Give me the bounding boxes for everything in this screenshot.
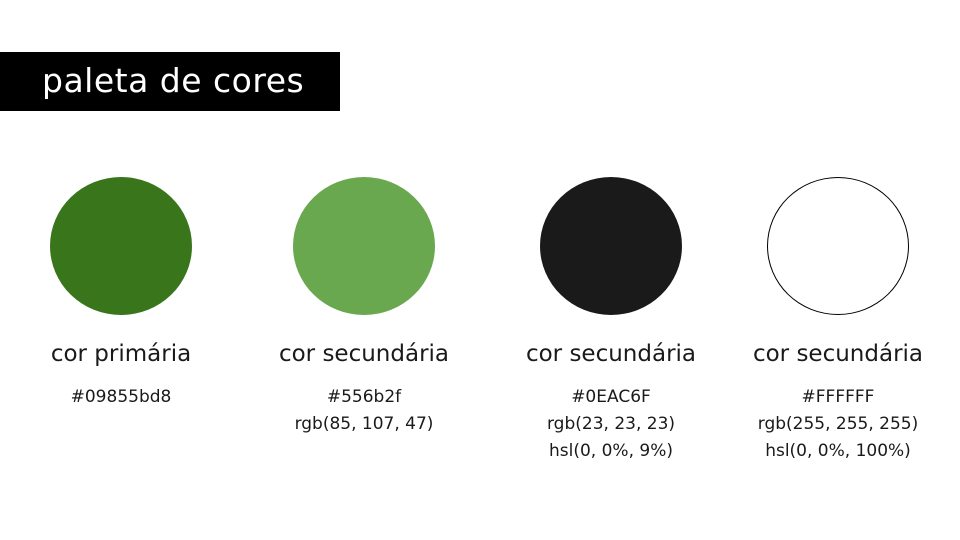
swatch-values: #FFFFFF rgb(255, 255, 255) hsl(0, 0%, 10…: [728, 384, 948, 465]
hex-value: #0EAC6F: [571, 387, 651, 407]
color-circle-secondary-3: [767, 177, 909, 315]
hex-value: #556b2f: [326, 387, 402, 407]
hsl-value: hsl(0, 0%, 9%): [549, 441, 673, 461]
rgb-value: rgb(255, 255, 255): [757, 414, 919, 434]
swatch-values: #556b2f rgb(85, 107, 47): [254, 384, 474, 438]
swatch-label: cor secundária: [278, 341, 450, 367]
swatch-label: cor secundária: [752, 341, 924, 367]
swatch-values: #0EAC6F rgb(23, 23, 23) hsl(0, 0%, 9%): [501, 384, 721, 465]
rgb-value: rgb(85, 107, 47): [294, 414, 434, 434]
swatch-secondary-1: cor secundária #556b2f rgb(85, 107, 47): [254, 177, 474, 438]
rgb-value: rgb(23, 23, 23): [546, 414, 676, 434]
swatch-label: cor secundária: [525, 341, 697, 367]
page-title: paleta de cores: [42, 61, 305, 100]
swatch-label: cor primária: [50, 341, 192, 367]
swatch-primary: cor primária #09855bd8: [11, 177, 231, 411]
hex-value: #FFFFFF: [801, 387, 875, 407]
hsl-value: hsl(0, 0%, 100%): [765, 441, 911, 461]
color-circle-secondary-2: [540, 177, 682, 315]
hex-value: #09855bd8: [70, 387, 172, 407]
color-circle-primary: [50, 177, 192, 315]
swatch-values: #09855bd8: [11, 384, 231, 411]
swatch-secondary-3: cor secundária #FFFFFF rgb(255, 255, 255…: [728, 177, 948, 465]
title-banner: paleta de cores: [0, 52, 340, 111]
swatch-secondary-2: cor secundária #0EAC6F rgb(23, 23, 23) h…: [501, 177, 721, 465]
color-circle-secondary-1: [293, 177, 435, 315]
